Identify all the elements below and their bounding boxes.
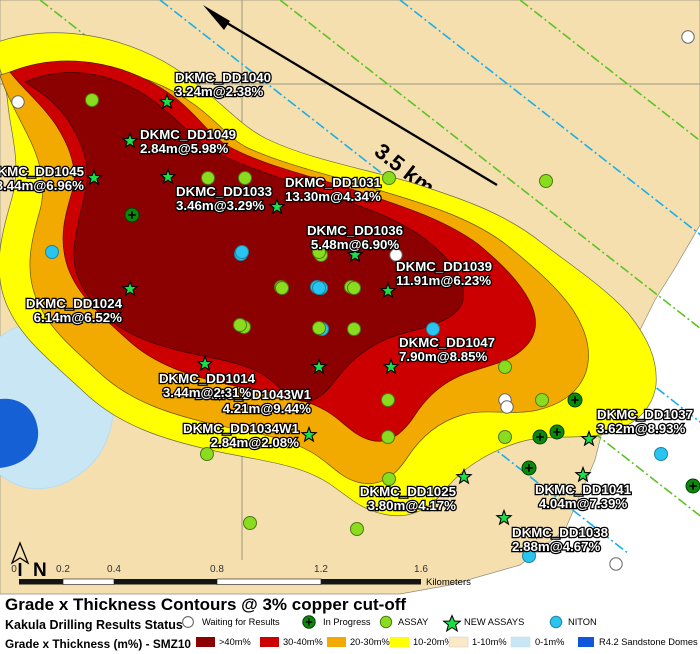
svg-text:DKMC_DD1038: DKMC_DD1038 xyxy=(512,525,608,540)
svg-text:2.84m@5.98%: 2.84m@5.98% xyxy=(140,141,229,156)
svg-text:3.80m@4.17%: 3.80m@4.17% xyxy=(368,498,457,513)
svg-text:DKMC_DD1040: DKMC_DD1040 xyxy=(175,70,271,85)
svg-text:NEW ASSAYS: NEW ASSAYS xyxy=(464,617,524,627)
svg-text:DKMC_DD1025: DKMC_DD1025 xyxy=(360,484,457,499)
svg-text:N: N xyxy=(33,560,47,581)
svg-text:DKMC_DD1033: DKMC_DD1033 xyxy=(176,184,272,199)
svg-text:DKMC_DD1039: DKMC_DD1039 xyxy=(396,259,492,274)
svg-text:5.48m@6.90%: 5.48m@6.90% xyxy=(311,237,400,252)
svg-text:3.44m@2.31%: 3.44m@2.31% xyxy=(163,385,252,400)
svg-text:4.04m@7.39%: 4.04m@7.39% xyxy=(539,496,628,511)
svg-text:DKMC_DD1041: DKMC_DD1041 xyxy=(535,482,632,497)
svg-text:6.14m@6.52%: 6.14m@6.52% xyxy=(34,310,123,325)
svg-text:0.8: 0.8 xyxy=(210,564,224,575)
svg-text:11.91m@6.23%: 11.91m@6.23% xyxy=(396,273,491,288)
svg-text:In Progress: In Progress xyxy=(323,617,371,627)
svg-text:DKMC_DD1024: DKMC_DD1024 xyxy=(26,296,123,311)
svg-text:4.21m@9.44%: 4.21m@9.44% xyxy=(223,401,312,416)
svg-text:0.4: 0.4 xyxy=(107,564,121,575)
svg-text:Waiting for Results: Waiting for Results xyxy=(202,617,280,627)
svg-text:8.44m@6.96%: 8.44m@6.96% xyxy=(0,178,84,193)
svg-text:DKMC_DD1037: DKMC_DD1037 xyxy=(597,407,693,422)
svg-text:0: 0 xyxy=(11,564,17,575)
svg-text:20-30m%: 20-30m% xyxy=(350,637,390,647)
svg-text:0.2: 0.2 xyxy=(56,564,70,575)
svg-text:DKMC_DD1045: DKMC_DD1045 xyxy=(0,164,85,179)
svg-text:DKMC_DD1049: DKMC_DD1049 xyxy=(140,127,236,142)
svg-text:NITON: NITON xyxy=(568,617,597,627)
svg-text:3.62m@8.93%: 3.62m@8.93% xyxy=(597,421,686,436)
svg-text:>40m%: >40m% xyxy=(219,637,251,647)
svg-text:13.30m@4.34%: 13.30m@4.34% xyxy=(285,189,381,204)
svg-text:30-40m%: 30-40m% xyxy=(283,637,323,647)
svg-text:ASSAY: ASSAY xyxy=(398,617,428,627)
svg-text:2.84m@2.08%: 2.84m@2.08% xyxy=(211,435,300,450)
svg-text:Kakula Drilling Results Status: Kakula Drilling Results Status xyxy=(5,618,183,632)
svg-text:R4.2 Sandstone Domes: R4.2 Sandstone Domes xyxy=(599,637,698,647)
svg-text:10-20m%: 10-20m% xyxy=(413,637,453,647)
svg-text:1.2: 1.2 xyxy=(314,564,328,575)
svg-text:DKMC_DD1036: DKMC_DD1036 xyxy=(307,223,403,238)
svg-text:3.46m@3.29%: 3.46m@3.29% xyxy=(176,198,265,213)
svg-text:7.90m@8.85%: 7.90m@8.85% xyxy=(399,349,488,364)
svg-text:1.6: 1.6 xyxy=(414,564,428,575)
svg-text:DKMC_DD1034W1: DKMC_DD1034W1 xyxy=(183,421,300,436)
svg-text:Grade x Thickness Contours @ 3: Grade x Thickness Contours @ 3% copper c… xyxy=(5,595,406,614)
svg-text:2.88m@4.67%: 2.88m@4.67% xyxy=(512,539,601,554)
svg-text:3.24m@2.38%: 3.24m@2.38% xyxy=(175,84,264,99)
svg-text:DKMC_DD1031: DKMC_DD1031 xyxy=(285,175,382,190)
svg-text:Kilometers: Kilometers xyxy=(426,577,471,588)
svg-text:DKMC_DD1014: DKMC_DD1014 xyxy=(159,371,256,386)
svg-text:DKMC_DD1047: DKMC_DD1047 xyxy=(399,335,495,350)
svg-text:Grade x Thickness (m%) - SMZ10: Grade x Thickness (m%) - SMZ10 xyxy=(5,637,191,651)
svg-text:0-1m%: 0-1m% xyxy=(535,637,564,647)
svg-text:1-10m%: 1-10m% xyxy=(472,637,507,647)
